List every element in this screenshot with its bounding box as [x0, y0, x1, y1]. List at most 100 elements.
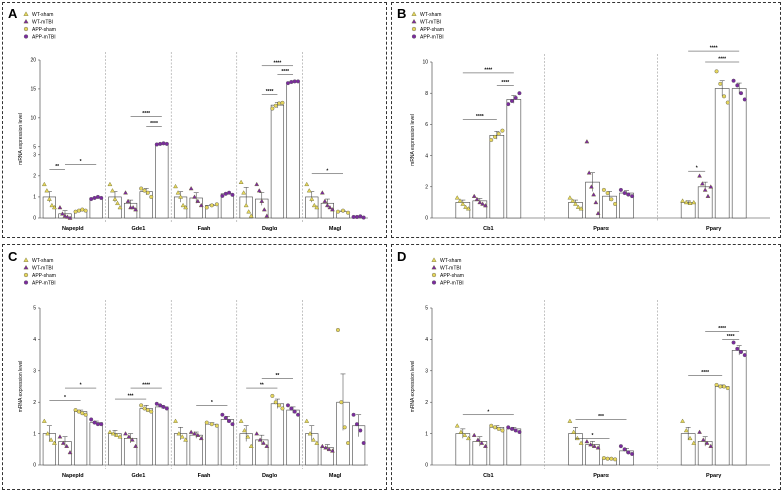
legend-label: WT-sham: [440, 258, 461, 264]
data-point: [588, 184, 594, 189]
data-point: [480, 201, 486, 206]
data-point: [622, 191, 627, 196]
data-point: [496, 131, 501, 136]
data-point: [126, 434, 132, 439]
significance-label: ***: [598, 414, 604, 420]
data-point: [133, 207, 139, 212]
data-point: [483, 203, 488, 208]
data-point: [280, 406, 285, 411]
data-point: [64, 443, 70, 448]
data-point: [570, 198, 576, 203]
data-point: [595, 445, 601, 450]
bar: [74, 411, 88, 466]
data-point: [173, 418, 178, 423]
data-point: [73, 209, 78, 214]
data-point: [277, 101, 282, 106]
data-point: [114, 432, 120, 437]
data-point: [609, 197, 614, 202]
data-point: [306, 188, 312, 193]
data-point: [83, 208, 88, 213]
data-point: [46, 196, 52, 201]
data-point: [327, 204, 333, 210]
data-point: [139, 403, 144, 408]
data-point: [725, 386, 730, 391]
data-point: [718, 384, 723, 389]
data-point: [591, 443, 597, 448]
data-point: [129, 437, 135, 442]
y-tick-label: 2: [425, 400, 428, 406]
data-point: [346, 210, 351, 215]
data-point: [509, 426, 514, 431]
legend-marker: [411, 26, 417, 32]
bar: [506, 99, 522, 219]
data-point: [304, 418, 310, 423]
data-point: [154, 401, 159, 406]
data-point: [195, 198, 201, 203]
x-category-label: Magl: [329, 473, 342, 479]
data-point: [492, 134, 497, 139]
legend-marker: [23, 18, 29, 24]
data-point: [358, 428, 363, 433]
data-point: [223, 191, 228, 196]
data-point: [175, 190, 181, 195]
data-point: [99, 422, 104, 427]
data-point: [474, 196, 480, 202]
y-tick-label: 0: [425, 463, 428, 469]
data-point: [739, 349, 744, 354]
data-point: [289, 79, 294, 84]
y-tick-label: 3: [425, 369, 428, 375]
bar: [89, 422, 103, 466]
data-point: [154, 142, 159, 147]
data-point: [176, 431, 182, 436]
data-point: [489, 423, 494, 428]
bar: [286, 81, 300, 219]
data-point: [584, 139, 590, 144]
legend-label: WT-sham: [420, 12, 441, 18]
legend-marker: [23, 280, 29, 285]
data-point: [326, 446, 332, 452]
legend-label: WT-mTBI: [32, 265, 53, 271]
panel-c-frame: [2, 244, 387, 490]
data-point: [41, 181, 47, 187]
legend-marker: [431, 272, 437, 278]
data-point: [245, 434, 251, 439]
data-point: [142, 188, 147, 193]
chart-panel-a: 0 1 2 3 5 10 15 20 mRNA expression level Napepld G…: [18, 11, 368, 232]
data-point: [466, 206, 471, 211]
data-point: [280, 100, 285, 105]
legend-label: WT-mTBI: [420, 19, 441, 25]
data-point: [52, 440, 57, 445]
data-point: [714, 69, 719, 74]
data-point: [76, 409, 81, 414]
data-point: [466, 435, 471, 441]
legend-label: APP-mTBI: [440, 280, 464, 286]
data-point: [588, 442, 594, 447]
data-point: [242, 427, 247, 433]
data-point: [622, 447, 627, 452]
data-point: [742, 97, 747, 102]
data-point: [477, 199, 483, 205]
significance-label: ****: [142, 383, 150, 389]
data-point: [60, 440, 66, 445]
significance-label: *: [326, 168, 328, 174]
data-point: [259, 198, 265, 203]
legend-label: WT-sham: [32, 258, 53, 264]
data-point: [691, 199, 697, 205]
bar: [506, 428, 522, 466]
data-point: [618, 187, 623, 192]
bar: [270, 403, 285, 466]
data-point: [361, 441, 366, 446]
data-point: [107, 181, 113, 187]
legend-label: APP-mTBI: [420, 34, 444, 40]
data-point: [89, 197, 94, 202]
bar: [489, 135, 505, 219]
data-point: [463, 204, 469, 209]
data-point: [67, 449, 73, 455]
data-point: [49, 202, 55, 208]
data-point: [83, 412, 88, 417]
data-point: [718, 81, 723, 86]
legend-label: WT-sham: [32, 12, 53, 18]
significance-label: *: [64, 395, 66, 401]
legend-marker: [431, 257, 437, 262]
data-point: [354, 214, 359, 219]
